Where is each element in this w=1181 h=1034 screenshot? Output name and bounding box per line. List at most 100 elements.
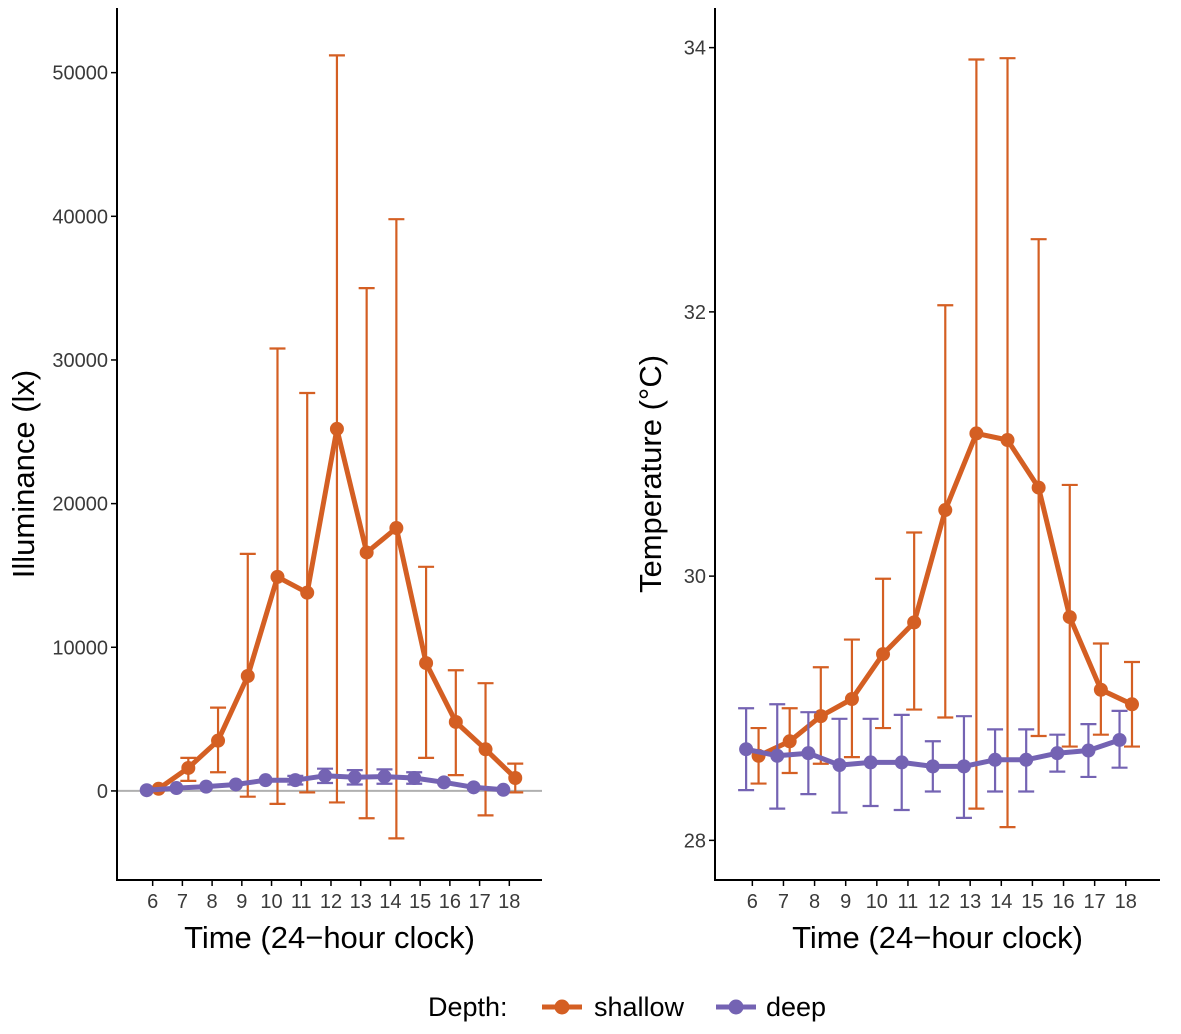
legend-label-shallow: shallow [594, 992, 685, 1022]
data-point-deep [1019, 752, 1034, 767]
legend-label-deep: deep [766, 992, 826, 1022]
data-point-shallow [329, 421, 344, 436]
x-tick-label: 12 [928, 891, 950, 913]
y-tick-label: 34 [684, 38, 706, 60]
x-tick-label: 15 [1021, 891, 1043, 913]
series-deep [738, 703, 1128, 820]
data-point-deep [739, 742, 754, 757]
data-point-shallow [813, 709, 828, 724]
x-tick-label: 11 [291, 891, 312, 913]
data-point-deep [407, 771, 422, 786]
data-point-shallow [1031, 480, 1046, 495]
y-tick-label: 0 [97, 781, 108, 803]
data-point-shallow [508, 771, 523, 786]
data-point-shallow [969, 426, 984, 441]
data-point-deep [228, 777, 243, 792]
x-tick-label: 8 [207, 891, 218, 913]
data-point-shallow [1062, 610, 1077, 625]
series-shallow [151, 54, 524, 840]
y-tick-label: 10000 [52, 637, 108, 659]
data-point-deep [288, 773, 303, 788]
data-point-shallow [270, 569, 285, 584]
y-tick-label: 28 [684, 830, 706, 852]
data-point-deep [832, 758, 847, 773]
data-point-shallow [1124, 697, 1139, 712]
data-point-shallow [419, 656, 434, 671]
x-tick-label: 12 [320, 891, 342, 913]
data-point-deep [956, 759, 971, 774]
x-tick-label: 14 [379, 891, 401, 913]
x-tick-label: 18 [498, 891, 520, 913]
x-tick-label: 7 [177, 891, 188, 913]
data-point-shallow [478, 742, 493, 757]
x-tick-label: 10 [866, 891, 888, 913]
data-point-shallow [844, 691, 859, 706]
data-point-shallow [448, 714, 463, 729]
temperature-panel: 28 30 32 34 6 7 8 9 10 11 12 13 14 15 16 17 18 Time (24−h… [633, 8, 1160, 955]
x-tick-label: 9 [236, 891, 247, 913]
x-tick-label: 14 [990, 891, 1012, 913]
x-tick-label: 10 [260, 891, 282, 913]
data-point-deep [169, 781, 184, 796]
x-tick-label: 16 [1052, 891, 1074, 913]
x-tick-label: 13 [959, 891, 981, 913]
x-axis-title: Time (24−hour clock) [792, 920, 1083, 955]
data-point-deep [1050, 746, 1065, 761]
x-tick-label: 8 [809, 891, 820, 913]
x-tick-label: 6 [747, 891, 758, 913]
data-point-shallow [359, 545, 374, 560]
data-point-shallow [782, 734, 797, 749]
y-tick-label: 30000 [52, 350, 108, 372]
legend-title: Depth: [428, 992, 508, 1022]
data-point-deep [894, 755, 909, 770]
data-point-shallow [181, 760, 196, 775]
data-point-shallow [1000, 433, 1015, 448]
data-point-shallow [300, 585, 315, 600]
data-point-deep [347, 770, 362, 785]
data-point-deep [925, 759, 940, 774]
data-point-deep [496, 782, 511, 797]
data-point-shallow [907, 615, 922, 630]
data-point-shallow [876, 647, 891, 662]
x-tick-label: 17 [1084, 891, 1106, 913]
x-tick-label: 17 [468, 891, 490, 913]
data-point-deep [801, 746, 816, 761]
data-point-deep [436, 775, 451, 790]
x-tick-label: 18 [1115, 891, 1137, 913]
x-tick-label: 16 [439, 891, 461, 913]
y-tick-label: 32 [684, 302, 706, 324]
x-axis-title: Time (24−hour clock) [184, 920, 475, 955]
y-axis-title: Temperature (°C) [633, 355, 668, 593]
data-point-shallow [938, 503, 953, 518]
x-tick-label: 6 [147, 891, 158, 913]
data-point-deep [1081, 743, 1096, 758]
data-point-deep [1112, 732, 1127, 747]
data-point-deep [988, 752, 1003, 767]
data-point-shallow [389, 521, 404, 536]
legend: Depth: shallow deep [428, 992, 826, 1022]
series-shallow [750, 57, 1140, 829]
illuminance-panel: 0 10000 20000 30000 40000 50000 6 7 8 9 10 11 12 13 14… [6, 8, 542, 955]
data-point-deep [139, 783, 154, 798]
x-tick-label: 7 [778, 891, 789, 913]
data-point-deep [466, 780, 481, 795]
y-tick-label: 50000 [52, 63, 108, 85]
y-tick-label: 30 [684, 566, 706, 588]
x-tick-label: 13 [350, 891, 372, 913]
legend-key-deep-marker [728, 999, 744, 1015]
x-tick-label: 11 [898, 891, 919, 913]
y-tick-label: 20000 [52, 494, 108, 516]
data-point-deep [258, 773, 273, 788]
legend-key-shallow-marker [554, 999, 570, 1015]
x-tick-label: 9 [840, 891, 851, 913]
y-axis-title: Illuminance (lx) [6, 370, 41, 578]
data-point-deep [318, 768, 333, 783]
x-tick-label: 15 [409, 891, 431, 913]
data-point-deep [770, 748, 785, 763]
y-tick-label: 40000 [52, 206, 108, 228]
data-point-shallow [1093, 682, 1108, 697]
data-point-deep [199, 779, 214, 794]
data-point-deep [377, 769, 392, 784]
